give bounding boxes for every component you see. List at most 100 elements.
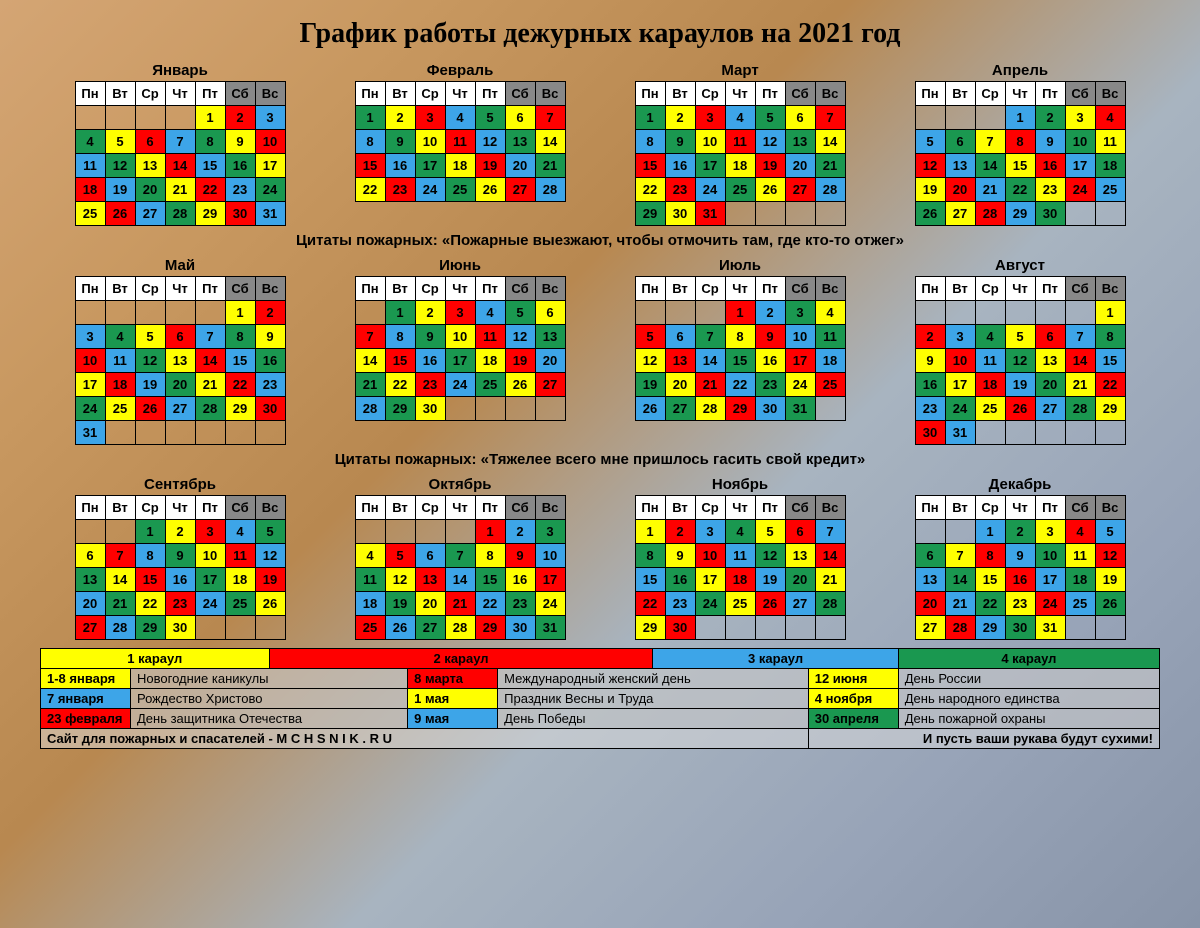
day-cell: 15	[475, 568, 505, 592]
day-cell: 18	[355, 592, 385, 616]
weekday-header: Сб	[1065, 496, 1095, 520]
day-cell: 6	[785, 106, 815, 130]
legend-section: 1 караул2 караул3 караул4 караул1-8 янва…	[40, 648, 1160, 749]
day-cell: 7	[445, 544, 475, 568]
day-cell: 8	[385, 325, 415, 349]
weekday-header: Сб	[785, 82, 815, 106]
empty-cell	[535, 397, 565, 421]
day-cell: 20	[165, 373, 195, 397]
empty-cell	[355, 520, 385, 544]
day-cell: 4	[75, 130, 105, 154]
day-cell: 21	[195, 373, 225, 397]
day-cell: 16	[1035, 154, 1065, 178]
day-cell: 23	[255, 373, 285, 397]
day-cell: 4	[355, 544, 385, 568]
day-cell: 14	[695, 349, 725, 373]
day-cell: 4	[445, 106, 475, 130]
day-cell: 23	[915, 397, 945, 421]
month-table: ПнВтСрЧтПтСбВс 1234567891011121314151617…	[75, 495, 286, 640]
page-title: График работы дежурных караулов на 2021 …	[40, 18, 1160, 50]
weekday-header: Пн	[355, 496, 385, 520]
day-cell: 6	[1035, 325, 1065, 349]
empty-cell	[135, 421, 165, 445]
month-6: ИюльПнВтСрЧтПтСбВс 123456789101112131415…	[635, 257, 846, 445]
month-name: Август	[915, 257, 1126, 274]
weekday-header: Ср	[695, 277, 725, 301]
empty-cell	[225, 616, 255, 640]
day-cell: 9	[225, 130, 255, 154]
day-cell: 2	[165, 520, 195, 544]
weekday-header: Ср	[135, 277, 165, 301]
day-cell: 5	[1095, 520, 1125, 544]
day-cell: 3	[445, 301, 475, 325]
day-cell: 27	[165, 397, 195, 421]
day-cell: 5	[105, 130, 135, 154]
day-cell: 13	[665, 349, 695, 373]
month-name: Июнь	[355, 257, 566, 274]
weekday-header: Сб	[505, 496, 535, 520]
day-cell: 25	[475, 373, 505, 397]
day-cell: 19	[475, 154, 505, 178]
empty-cell	[105, 520, 135, 544]
day-cell: 16	[385, 154, 415, 178]
legend-shift: 3 караул	[653, 649, 898, 669]
day-cell: 15	[975, 568, 1005, 592]
weekday-header: Вт	[945, 82, 975, 106]
empty-cell	[505, 397, 535, 421]
empty-cell	[165, 421, 195, 445]
day-cell: 13	[505, 130, 535, 154]
day-cell: 5	[755, 106, 785, 130]
day-cell: 30	[665, 202, 695, 226]
day-cell: 22	[1005, 178, 1035, 202]
month-table: ПнВтСрЧтПтСбВс 1234567891011121314151617…	[75, 81, 286, 226]
weekday-header: Чт	[165, 277, 195, 301]
day-cell: 17	[415, 154, 445, 178]
day-cell: 28	[165, 202, 195, 226]
day-cell: 27	[915, 616, 945, 640]
day-cell: 19	[255, 568, 285, 592]
day-cell: 20	[945, 178, 975, 202]
day-cell: 8	[355, 130, 385, 154]
day-cell: 19	[755, 568, 785, 592]
empty-cell	[945, 520, 975, 544]
holiday-desc: Праздник Весны и Труда	[498, 689, 809, 709]
day-cell: 24	[415, 178, 445, 202]
day-cell: 7	[1065, 325, 1095, 349]
day-cell: 17	[255, 154, 285, 178]
holiday-date: 7 января	[41, 689, 131, 709]
day-cell: 13	[785, 544, 815, 568]
day-cell: 4	[725, 106, 755, 130]
empty-cell	[195, 421, 225, 445]
day-cell: 14	[195, 349, 225, 373]
day-cell: 22	[385, 373, 415, 397]
holiday-desc: День защитника Отечества	[131, 709, 408, 729]
day-cell: 26	[1095, 592, 1125, 616]
weekday-header: Вс	[815, 82, 845, 106]
holiday-desc: День Победы	[498, 709, 809, 729]
day-cell: 17	[195, 568, 225, 592]
day-cell: 3	[195, 520, 225, 544]
empty-cell	[1035, 301, 1065, 325]
weekday-header: Пт	[475, 496, 505, 520]
month-10: НоябрьПнВтСрЧтПтСбВс12345678910111213141…	[635, 476, 846, 640]
day-cell: 20	[915, 592, 945, 616]
empty-cell	[975, 421, 1005, 445]
day-cell: 7	[355, 325, 385, 349]
day-cell: 15	[635, 568, 665, 592]
day-cell: 24	[945, 397, 975, 421]
day-cell: 1	[195, 106, 225, 130]
empty-cell	[695, 616, 725, 640]
day-cell: 11	[725, 544, 755, 568]
empty-cell	[225, 421, 255, 445]
month-table: ПнВтСрЧтПтСбВс 1234567891011121314151617…	[915, 81, 1126, 226]
day-cell: 1	[635, 520, 665, 544]
day-cell: 22	[135, 592, 165, 616]
day-cell: 15	[635, 154, 665, 178]
weekday-header: Вт	[385, 82, 415, 106]
day-cell: 30	[1035, 202, 1065, 226]
day-cell: 20	[75, 592, 105, 616]
day-cell: 1	[1095, 301, 1125, 325]
empty-cell	[665, 301, 695, 325]
day-cell: 29	[225, 397, 255, 421]
holiday-desc: День пожарной охраны	[898, 709, 1159, 729]
